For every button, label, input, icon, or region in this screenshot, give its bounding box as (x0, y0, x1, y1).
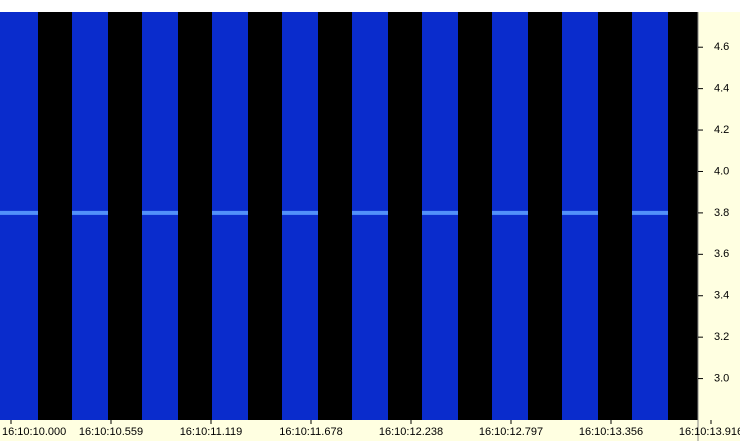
tone-line (72, 210, 108, 215)
x-tick-label: 16:10:10.000 (2, 426, 66, 438)
tone-line (422, 210, 458, 215)
y-tick-label: 3.2 (714, 331, 729, 343)
tone-line (632, 210, 668, 215)
x-tick-label: 16:10:12.238 (379, 426, 443, 438)
burst (422, 12, 458, 420)
burst (562, 12, 598, 420)
y-tick-label: 4.4 (714, 83, 729, 95)
burst (282, 12, 318, 420)
burst (492, 12, 528, 420)
y-tick-label: 3.8 (714, 207, 729, 219)
burst (72, 12, 108, 420)
tone-line (212, 210, 248, 215)
x-tick-label: 16:10:11.678 (279, 426, 342, 438)
x-tick-label: 16:10:10.559 (79, 426, 143, 438)
tone-line (492, 210, 528, 215)
y-tick-label: 4.0 (714, 165, 729, 177)
y-tick-label: 4.2 (714, 124, 729, 136)
burst (212, 12, 248, 420)
burst (142, 12, 178, 420)
y-tick-label: 3.0 (714, 372, 729, 384)
tone-line (282, 210, 318, 215)
tone-line (142, 210, 178, 215)
burst (632, 12, 668, 420)
tone-line (0, 210, 38, 215)
burst (352, 12, 388, 420)
x-tick-label: 16:10:11.119 (180, 426, 243, 438)
x-axis-panel (0, 420, 740, 441)
x-tick-label: 16:10:13.916 (679, 426, 740, 438)
tone-line (352, 210, 388, 215)
burst (0, 12, 38, 420)
y-tick-label: 3.6 (714, 248, 729, 260)
tone-line (562, 210, 598, 215)
y-axis-panel (698, 12, 740, 441)
y-tick-label: 3.4 (714, 290, 729, 302)
x-tick-label: 16:10:12.797 (479, 426, 543, 438)
x-tick-label: 16:10:13.356 (579, 426, 643, 438)
y-tick-label: 4.6 (714, 41, 729, 53)
